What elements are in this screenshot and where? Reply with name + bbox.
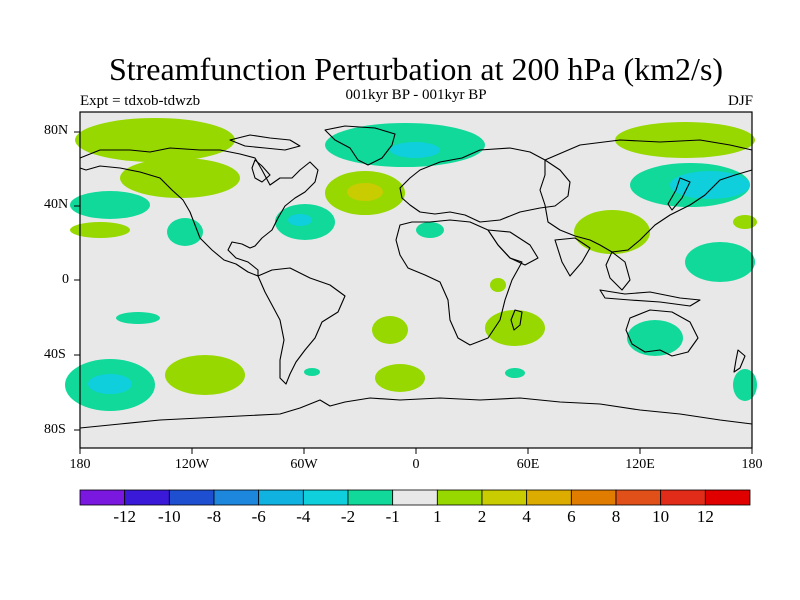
patch-southern-ocean-small: [505, 368, 525, 378]
patch-atlantic-north-core: [347, 183, 383, 201]
coast-south-america: [257, 267, 346, 385]
colorbar-tick-label: -6: [251, 507, 266, 526]
contour-fill: [65, 118, 757, 411]
patch-southern-ocean: [375, 364, 425, 392]
lon-label-60e: 60E: [516, 457, 540, 472]
lon-label-60w: 60W: [290, 457, 318, 472]
colorbar-swatch: [704, 489, 751, 506]
colorbar-swatch: [392, 489, 438, 506]
lon-label-120w: 120W: [174, 457, 210, 472]
patch-hawaii: [70, 222, 130, 238]
colorbar-tick-label: 12: [696, 507, 714, 526]
coastlines: [79, 125, 753, 429]
patch-south-pacific-core: [88, 374, 132, 394]
patch-south-pacific-east: [165, 355, 245, 395]
colorbar-tick-label: -12: [113, 507, 136, 526]
patch-greenland-core: [390, 142, 440, 158]
colorbar-tick-label: 4: [522, 507, 531, 526]
lon-label-0: 0: [412, 457, 420, 472]
colorbar-swatch: [347, 489, 394, 506]
lon-label-180w: 180: [69, 457, 91, 472]
patch-east-africa: [490, 278, 506, 292]
coast-indonesia: [599, 289, 701, 307]
colorbar-tick-label: -10: [157, 507, 181, 526]
map-panel: [65, 111, 757, 449]
coast-asia: [539, 139, 753, 253]
coast-north-america: [79, 147, 319, 277]
lat-label-40n: 40N: [44, 197, 69, 212]
colorbar-swatch: [258, 489, 304, 506]
coast-australia: [625, 309, 699, 357]
colorbar-swatch: [660, 489, 706, 506]
map-title: Streamfunction Perturbation at 200 hPa (…: [108, 51, 724, 87]
coast-greenland: [324, 125, 396, 166]
lon-label-120e: 120E: [625, 457, 655, 472]
patch-west-pacific: [685, 242, 755, 282]
colorbar-swatch: [615, 489, 662, 506]
colorbar-tick-label: 1: [433, 507, 442, 526]
patch-pacific-ne: [70, 191, 150, 219]
colorbar-swatch: [526, 489, 572, 506]
patch-arctic-east: [615, 122, 755, 158]
patch-sahara: [416, 222, 444, 238]
colorbar-swatch: [124, 489, 170, 506]
colorbar-tick-label: -8: [206, 507, 222, 526]
patch-madagascar: [485, 310, 545, 346]
patch-pacific-east-edge: [733, 215, 757, 229]
coast-japan: [667, 177, 691, 211]
coast-hudson-bay: [251, 159, 271, 183]
patch-australia: [627, 320, 683, 356]
coast-madagascar: [510, 309, 523, 331]
coast-canadian-arctic: [229, 134, 301, 151]
patch-tasman: [733, 369, 757, 401]
patch-mexico: [167, 218, 203, 246]
patch-asia-northeast-core: [670, 171, 750, 199]
lon-label-180e: 180: [741, 457, 763, 472]
lat-label-equator: 0: [62, 272, 69, 287]
colorbar-tick-label: 10: [652, 507, 670, 526]
colorbar-swatch: [570, 489, 617, 506]
patch-drake: [304, 368, 320, 376]
colorbar-swatch: [213, 489, 260, 506]
colorbar-tick-label: 2: [477, 507, 487, 526]
experiment-label: Expt = tdxob-tdwzb: [80, 93, 201, 109]
coast-europe: [399, 147, 571, 223]
season-label: DJF: [727, 93, 753, 109]
patch-atlantic-west-core: [288, 214, 312, 226]
coast-india: [554, 237, 591, 277]
coast-africa: [395, 219, 523, 346]
patch-arctic-west: [75, 118, 235, 162]
coast-new-zealand: [733, 349, 746, 373]
colorbar-tick-label: -2: [340, 507, 356, 526]
colorbar-tick-label: 8: [611, 507, 621, 526]
colorbar-tick-label: -1: [385, 507, 400, 526]
colorbar: [79, 489, 751, 506]
colorbar-swatch: [481, 489, 528, 506]
patch-south-atlantic: [372, 316, 408, 344]
lat-label-80n: 80N: [44, 123, 69, 138]
map-subtitle: 001kyr BP - 001kyr BP: [345, 87, 487, 103]
colorbar-swatch: [436, 489, 483, 506]
coast-arabia: [487, 229, 539, 266]
coast-antarctica: [79, 397, 753, 429]
colorbar-swatch: [168, 489, 215, 506]
colorbar-tick-label: 6: [567, 507, 576, 526]
patch-canada: [120, 158, 240, 198]
colorbar-tick-label: -4: [296, 507, 311, 526]
patch-china: [574, 210, 650, 254]
coast-southeast-asia: [605, 251, 631, 291]
lat-label-40s: 40S: [44, 347, 66, 362]
colorbar-swatch: [79, 489, 126, 506]
colorbar-swatch: [302, 489, 349, 506]
patch-south-pacific-west: [116, 312, 160, 324]
lat-label-80s: 80S: [44, 422, 66, 437]
axis-ticks: [74, 131, 753, 454]
